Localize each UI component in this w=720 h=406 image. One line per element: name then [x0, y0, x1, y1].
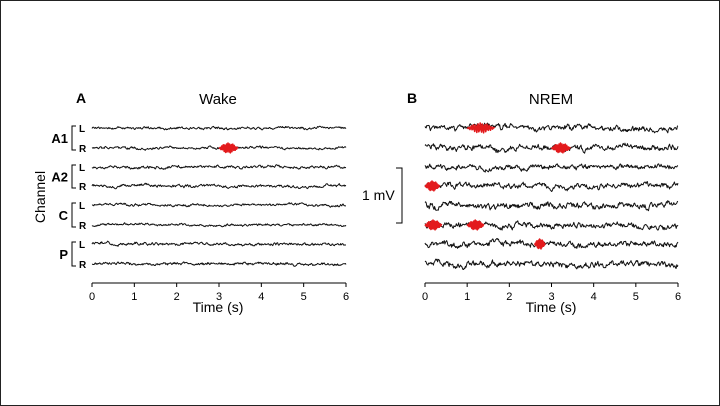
channel-group-label: C	[59, 208, 69, 223]
channel-bracket	[71, 125, 76, 151]
trace-a2-l	[424, 163, 679, 173]
scale-bar	[396, 167, 403, 224]
channel-group-c: CLR	[59, 201, 87, 232]
panel-b-xlabel: Time (s)	[526, 299, 577, 315]
channel-side-label: L	[79, 240, 85, 251]
x-tick-label: 4	[591, 291, 597, 303]
spindle-event	[533, 238, 546, 250]
channel-group-label: A2	[51, 170, 68, 185]
channel-group-label: P	[59, 247, 68, 262]
channel-side-label: L	[79, 201, 85, 212]
x-tick-label: 5	[301, 291, 307, 303]
x-tick-label: 6	[343, 291, 349, 303]
trace-a2-l	[91, 164, 347, 170]
channel-side-label: R	[79, 221, 87, 232]
x-tick-label: 2	[506, 291, 512, 303]
spindle-event	[424, 219, 443, 231]
trace-c-l	[91, 202, 346, 208]
channel-side-label: R	[79, 182, 87, 193]
channel-group-label: A1	[51, 131, 68, 146]
trace-c-r	[424, 220, 679, 231]
spindle-event	[466, 122, 495, 134]
trace-p-r	[424, 258, 679, 270]
channel-bracket	[71, 202, 76, 228]
x-tick-label: 0	[422, 291, 428, 303]
panel-a-title: Wake	[199, 91, 237, 108]
trace-a2-r	[424, 181, 679, 192]
channel-bracket	[71, 241, 76, 267]
trace-p-r	[91, 261, 347, 267]
panel-a-plot: 0 1 2 3 4 5 6	[89, 125, 349, 303]
channel-group-a2: A2 LR	[51, 163, 87, 193]
channel-bracket	[71, 164, 76, 189]
trace-p-l	[91, 240, 346, 247]
panel-b-plot: 0 1 2 3 4 5 6	[422, 122, 681, 303]
trace-a1-l	[424, 122, 679, 134]
trace-a1-l	[91, 125, 347, 131]
x-tick-label: 6	[675, 291, 681, 303]
panel-a-xlabel: Time (s)	[193, 299, 244, 315]
x-tick-label: 0	[89, 291, 95, 303]
panel-a-letter: A	[76, 90, 86, 106]
channel-group-a1: A1 LR	[51, 124, 87, 155]
x-tick-label: 2	[174, 291, 180, 303]
panel-b-title: NREM	[529, 91, 573, 108]
panel-b-letter: B	[407, 90, 417, 106]
channel-axis-label: Channel	[32, 171, 48, 223]
channel-side-label: R	[79, 144, 87, 155]
trace-c-r	[91, 222, 347, 228]
x-tick-label: 3	[548, 291, 554, 303]
x-tick-label: 1	[464, 291, 470, 303]
x-tick-label: 3	[216, 291, 222, 303]
x-tick-label: 5	[633, 291, 639, 303]
channel-group-p: PLR	[59, 240, 87, 271]
x-tick-label: 4	[258, 291, 264, 303]
spindle-event	[424, 180, 441, 192]
scale-bar-label: 1 mV	[362, 187, 395, 203]
spindle-event	[551, 142, 571, 154]
channel-side-label: R	[79, 260, 87, 271]
spindle-event	[218, 142, 239, 154]
channel-side-label: L	[79, 163, 85, 174]
channel-side-label: L	[79, 124, 85, 135]
trace-p-l	[424, 238, 679, 249]
trace-a2-r	[91, 182, 347, 190]
x-tick-label: 1	[131, 291, 137, 303]
trace-c-l	[424, 200, 679, 212]
spindle-event	[466, 219, 485, 231]
